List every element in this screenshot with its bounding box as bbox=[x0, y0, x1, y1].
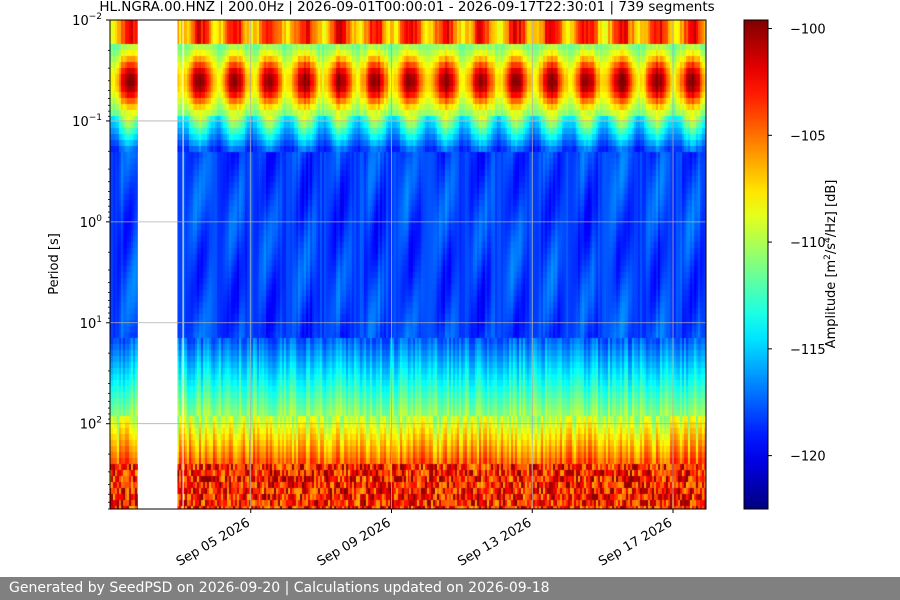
x-tick-label-2: Sep 09 2026 bbox=[315, 515, 394, 569]
spectrogram-heatmap bbox=[110, 20, 706, 509]
y-tick-exponent: −1 bbox=[89, 113, 102, 123]
y-tick-base: 10 bbox=[80, 418, 97, 433]
plot-frame bbox=[109, 19, 707, 510]
y-tick-base: 10 bbox=[72, 115, 89, 130]
y-tick-label-3: 100 bbox=[80, 214, 103, 231]
grid-lines bbox=[110, 20, 706, 509]
colorbar-label-part: Amplitude [m bbox=[824, 260, 839, 349]
heatmap-plot-area bbox=[109, 19, 707, 510]
y-tick-exponent: −2 bbox=[89, 12, 102, 22]
x-tick-label-1: Sep 05 2026 bbox=[174, 515, 253, 569]
colorbar-label-part: /Hz] [dB] bbox=[824, 180, 839, 238]
data-gap-layer bbox=[137, 20, 184, 509]
colorbar-ticks: −100 −105 −110 −115 −120 bbox=[768, 23, 826, 465]
colorbar-tick-label-4: −115 bbox=[790, 343, 826, 358]
y-tick-exponent: 0 bbox=[96, 214, 102, 224]
x-axis: Sep 05 2026 Sep 09 2026 Sep 13 2026 Sep 17 … bbox=[174, 509, 675, 570]
y-tick-base: 10 bbox=[80, 216, 97, 231]
colorbar-tick-label-5: −120 bbox=[790, 450, 826, 465]
y-tick-base: 10 bbox=[80, 317, 97, 332]
x-tick-label-4: Sep 17 2026 bbox=[596, 515, 675, 569]
colorbar-tick-label-1: −100 bbox=[790, 23, 826, 38]
colorbar-tick-label-3: −110 bbox=[790, 236, 826, 251]
footer-text: Generated by SeedPSD on 2026-09-20 | Cal… bbox=[9, 580, 550, 596]
colorbar-tick-label-2: −105 bbox=[790, 129, 826, 144]
colorbar-frame bbox=[743, 19, 769, 510]
colorbar-gradient bbox=[744, 20, 768, 509]
colorbar: −100 −105 −110 −115 −120 Amplitude [m2​/s4​/… bbox=[743, 19, 839, 510]
data-gap-2 bbox=[182, 20, 184, 509]
footer-bar: Generated by SeedPSD on 2026-09-20 | Cal… bbox=[0, 577, 900, 600]
y-tick-label-1: 10−2 bbox=[72, 12, 102, 29]
y-tick-exponent: 2 bbox=[96, 416, 102, 426]
colorbar-label-part: /s bbox=[824, 243, 839, 254]
y-tick-label-2: 10−1 bbox=[72, 113, 102, 130]
colorbar-label: Amplitude [m2​/s4​/Hz] [dB] bbox=[823, 180, 839, 349]
x-tick-label-3: Sep 13 2026 bbox=[455, 515, 534, 569]
colorbar-label-superscript: 4 bbox=[823, 237, 833, 243]
y-tick-label-5: 102 bbox=[80, 416, 102, 433]
y-tick-exponent: 1 bbox=[96, 315, 102, 325]
chart-title: HL.NGRA.00.HNZ | 200.0Hz | 2026-09-01T00… bbox=[99, 0, 714, 15]
data-gap-1 bbox=[137, 20, 178, 509]
y-axis-label: Period [s] bbox=[47, 233, 62, 295]
y-tick-label-4: 101 bbox=[80, 315, 102, 332]
y-tick-base: 10 bbox=[72, 14, 89, 29]
colorbar-label-superscript: 2 bbox=[823, 254, 833, 260]
psd-spectrogram-figure: HL.NGRA.00.HNZ | 200.0Hz | 2026-09-01T00… bbox=[47, 0, 839, 570]
